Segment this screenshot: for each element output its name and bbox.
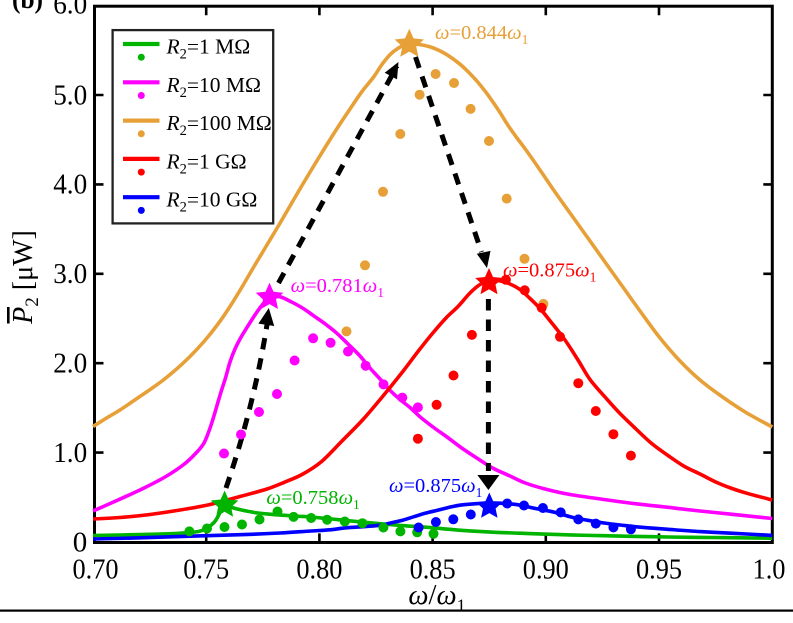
svg-text:ω=0.758ω1: ω=0.758ω1 <box>266 487 359 512</box>
svg-text:ω=0.844ω1: ω=0.844ω1 <box>435 22 528 47</box>
svg-text:0.95: 0.95 <box>636 554 682 586</box>
svg-text:0.90: 0.90 <box>523 554 569 586</box>
svg-text:1.0: 1.0 <box>53 437 87 469</box>
svg-text:4.0: 4.0 <box>53 169 87 201</box>
svg-text:R2=1 GΩ: R2=1 GΩ <box>166 149 247 177</box>
svg-text:P2 [μW]: P2 [μW] <box>8 230 43 325</box>
svg-text:ω=0.875ω1: ω=0.875ω1 <box>389 475 482 500</box>
svg-text:3.0: 3.0 <box>53 258 87 290</box>
svg-text:6.0: 6.0 <box>53 0 87 21</box>
svg-text:R2=10 GΩ: R2=10 GΩ <box>166 188 258 216</box>
svg-text:0.85: 0.85 <box>410 554 456 586</box>
svg-text:(b): (b) <box>12 0 43 14</box>
svg-text:0.80: 0.80 <box>296 554 342 586</box>
svg-text:2.0: 2.0 <box>53 348 87 380</box>
svg-text:R2=1 MΩ: R2=1 MΩ <box>166 35 251 63</box>
svg-text:0.75: 0.75 <box>183 554 229 586</box>
svg-text:5.0: 5.0 <box>53 79 87 111</box>
svg-text:ω=0.781ω1: ω=0.781ω1 <box>291 275 384 300</box>
svg-text:R2=100 MΩ: R2=100 MΩ <box>166 111 272 139</box>
svg-text:1.0: 1.0 <box>753 554 786 586</box>
svg-text:ω=0.875ω1: ω=0.875ω1 <box>503 260 596 285</box>
svg-text:R2=10 MΩ: R2=10 MΩ <box>166 73 262 101</box>
svg-text:0: 0 <box>73 526 88 558</box>
svg-text:0.70: 0.70 <box>73 554 119 586</box>
